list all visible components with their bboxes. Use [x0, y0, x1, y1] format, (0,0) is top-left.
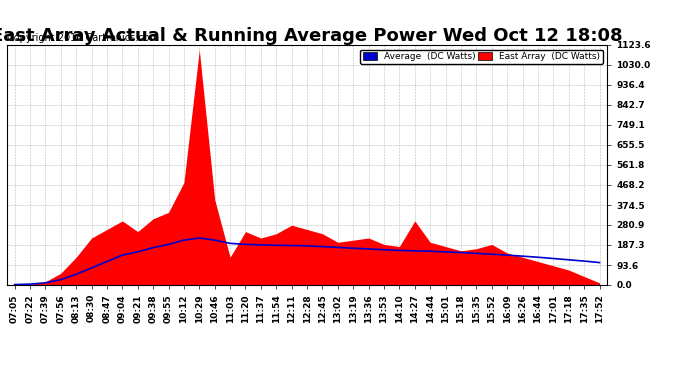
- Text: Copyright 2016 Cartronics.com: Copyright 2016 Cartronics.com: [7, 33, 159, 43]
- Legend: Average  (DC Watts), East Array  (DC Watts): Average (DC Watts), East Array (DC Watts…: [360, 50, 602, 64]
- Title: East Array Actual & Running Average Power Wed Oct 12 18:08: East Array Actual & Running Average Powe…: [0, 27, 623, 45]
